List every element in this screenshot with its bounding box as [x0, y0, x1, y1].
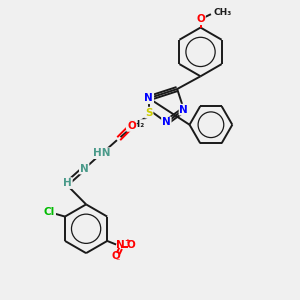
- Text: N: N: [116, 240, 125, 250]
- Text: HN: HN: [93, 148, 111, 158]
- Text: H: H: [63, 178, 72, 188]
- Text: O: O: [196, 14, 205, 24]
- Text: +: +: [124, 238, 130, 244]
- Text: ⁻: ⁻: [116, 257, 120, 266]
- Text: CH₂: CH₂: [126, 120, 145, 129]
- Text: S: S: [145, 108, 153, 118]
- Text: N: N: [80, 164, 88, 174]
- Text: O: O: [127, 240, 135, 250]
- Text: O: O: [127, 121, 136, 131]
- Text: Cl: Cl: [44, 207, 55, 217]
- Text: N: N: [179, 105, 188, 115]
- Text: O: O: [112, 251, 121, 261]
- Text: N: N: [162, 117, 171, 128]
- Text: CH₃: CH₃: [214, 8, 232, 17]
- Text: N: N: [144, 93, 153, 103]
